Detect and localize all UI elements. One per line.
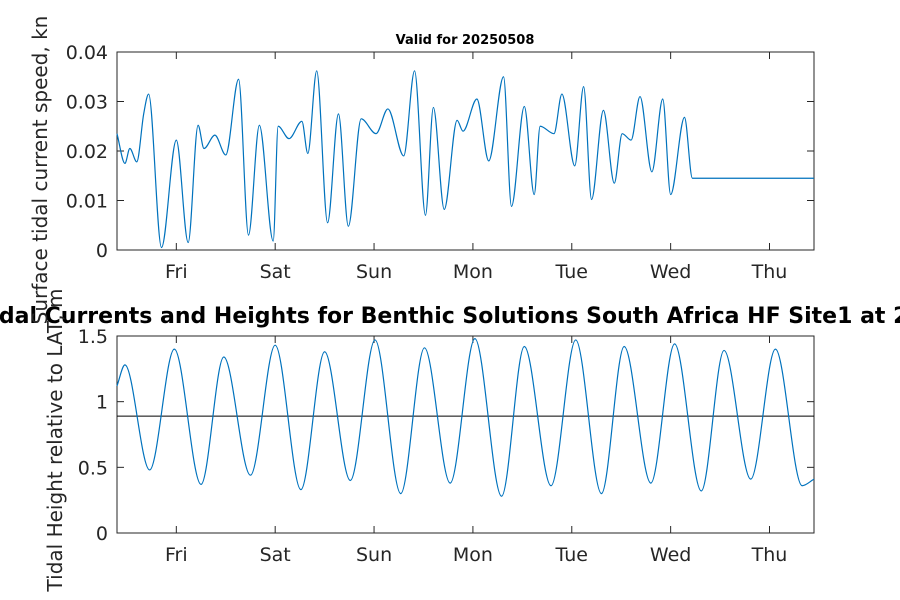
- x-tick-label: Mon: [453, 544, 493, 566]
- x-tick-label: Fri: [165, 261, 188, 283]
- x-tick-label: Sat: [260, 544, 291, 566]
- tidal-height-axes: 0 0.5 1 1.5 Fri Sat Sun Mon Tue Wed Thu: [78, 326, 815, 566]
- x-tick-label: Tue: [555, 261, 588, 283]
- current-speed-title: Valid for 20250508: [396, 33, 535, 48]
- tidal-height-x-ticks: Fri Sat Sun Mon Tue Wed Thu: [165, 336, 787, 566]
- tidal-height-y-ticks: 0 0.5 1 1.5: [78, 326, 814, 545]
- x-tick-label: Sun: [356, 544, 392, 566]
- x-tick-label: Sat: [260, 261, 291, 283]
- x-tick-label: Mon: [453, 261, 493, 283]
- x-tick-label: Thu: [751, 544, 788, 566]
- tidal-height-y-label: Tidal Height relative to LAT, m: [43, 289, 67, 593]
- x-tick-label: Wed: [650, 261, 691, 283]
- current-speed-x-ticks: Fri Sat Sun Mon Tue Wed Thu: [165, 52, 787, 283]
- x-tick-label: Sun: [356, 261, 392, 283]
- current-speed-axes: 00.010.020.030.04 Fri Sat Sun Mon Tue Wed Thu …: [66, 33, 815, 283]
- y-tick-label: 0.02: [66, 141, 108, 163]
- x-tick-label: Fri: [165, 544, 188, 566]
- current-speed-plot-area: [116, 51, 815, 251]
- current-speed-y-ticks: 0 0.01 0.02 0.03 0.04: [66, 42, 814, 262]
- y-tick-label: 1.5: [78, 326, 108, 348]
- y-tick-label: 0.03: [66, 92, 108, 114]
- y-tick-label: 1: [96, 392, 108, 414]
- tidal-height-line: [116, 338, 815, 497]
- figure-title: Tidal Currents and Heights for Benthic S…: [0, 304, 900, 329]
- tidal-height-plot-area: [116, 335, 815, 534]
- y-tick-label: 0.01: [66, 191, 108, 213]
- x-tick-label: Tue: [555, 544, 588, 566]
- current-speed-line: [116, 70, 814, 249]
- current-speed-y-label: Surface tidal current speed, kn: [28, 16, 52, 325]
- y-tick-label: 0.5: [78, 457, 108, 479]
- y-tick-label: 0: [96, 523, 108, 545]
- x-tick-label: Thu: [751, 261, 788, 283]
- y-tick-label: 0.04: [66, 42, 108, 64]
- y-tick-label: 0: [96, 240, 108, 262]
- x-tick-label: Wed: [650, 544, 691, 566]
